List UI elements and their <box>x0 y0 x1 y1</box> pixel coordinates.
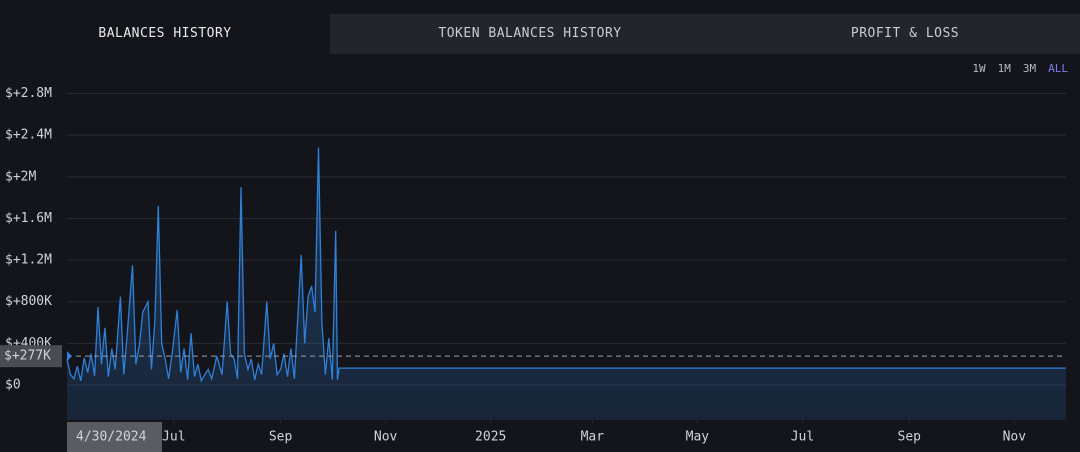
range-selector: 1W 1M 3M ALL <box>972 62 1068 75</box>
y-tick-label: $+2.8M <box>5 86 52 101</box>
x-tick-label: Sep <box>898 430 922 445</box>
y-tick-label: $+1.6M <box>5 211 52 226</box>
range-button[interactable]: 3M <box>1022 62 1037 75</box>
x-tick-label: Jul <box>791 430 814 445</box>
x-tick-label: Sep <box>269 430 293 445</box>
crosshair-date: 4/30/2024 <box>76 430 147 445</box>
x-tick-label: Mar <box>581 430 605 445</box>
tab[interactable]: TOKEN BALANCES HISTORY <box>330 14 730 54</box>
crosshair-marker <box>67 351 72 362</box>
crosshair-label: $+277K <box>4 349 51 364</box>
y-tick-label: $+1.2M <box>5 253 52 268</box>
y-tick-label: $0 <box>5 378 21 393</box>
area-fill <box>67 147 1066 420</box>
range-button[interactable]: ALL <box>1048 62 1068 75</box>
x-tick-label: Nov <box>1003 430 1027 445</box>
tab[interactable]: PROFIT & LOSS <box>730 14 1080 54</box>
x-tick-label: Jul <box>162 430 185 445</box>
balance-line <box>66 147 1066 383</box>
y-tick-label: $+2M <box>5 169 36 184</box>
crosshair-date-bg <box>67 422 162 452</box>
crosshair-label-bg <box>0 345 62 368</box>
x-tick-label: May <box>686 430 710 445</box>
range-button[interactable]: 1M <box>997 62 1011 75</box>
y-tick-label: $+2.4M <box>5 128 52 143</box>
x-tick-label: 2025 <box>475 430 506 445</box>
x-tick-label: Nov <box>374 430 398 445</box>
tab-bar: BALANCES HISTORY TOKEN BALANCES HISTORY PR… <box>0 14 1080 54</box>
y-tick-label: $+800K <box>5 294 52 309</box>
range-button[interactable]: 1W <box>972 62 986 75</box>
tab[interactable]: BALANCES HISTORY <box>0 14 330 54</box>
